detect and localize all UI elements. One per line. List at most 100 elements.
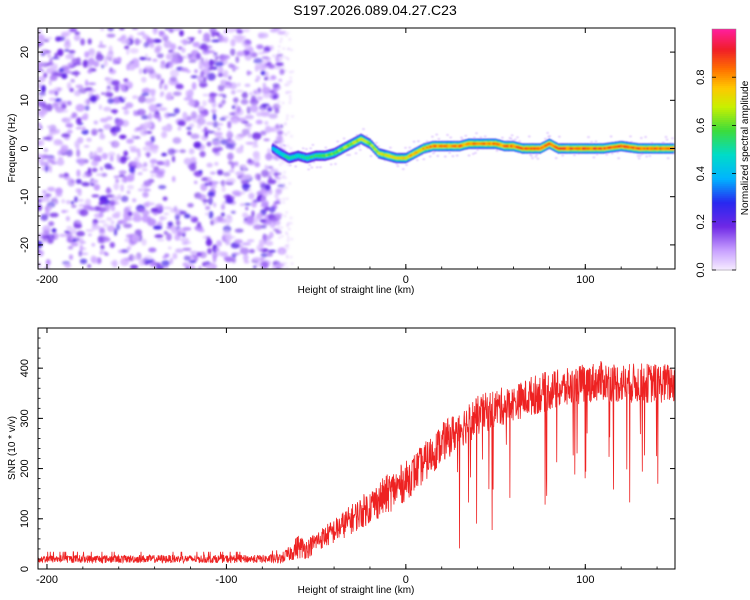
noise-blob (136, 32, 143, 36)
colorbar-cell (712, 223, 736, 227)
colorbar-strip (712, 29, 736, 271)
colorbar-cell (712, 215, 736, 219)
noise-blob (49, 165, 52, 173)
noise-blob (280, 56, 283, 59)
noise-blob (236, 50, 245, 57)
noise-blob (223, 256, 233, 262)
noise-blob (91, 128, 98, 136)
ridge-halo (307, 168, 311, 171)
noise-blob (121, 106, 128, 110)
noise-blob (38, 34, 45, 42)
noise-blob (253, 90, 258, 94)
noise-blob (186, 102, 195, 105)
noise-blob (228, 169, 235, 173)
noise-blob (286, 244, 289, 247)
noise-blob (223, 70, 229, 78)
noise-blob (49, 57, 53, 65)
noise-blob (285, 118, 289, 120)
noise-blob (252, 144, 259, 148)
noise-blob (250, 104, 259, 113)
noise-blob (118, 174, 125, 178)
noise-blob (275, 62, 284, 67)
noise-blob (143, 41, 149, 48)
noise-blob (109, 242, 116, 248)
noise-blob (113, 175, 120, 179)
snr-ticks: -200 -100 0 100 0 100 200 300 400 (19, 328, 675, 586)
noise-blob (284, 133, 288, 136)
noise-blob (260, 107, 265, 112)
noise-blob (38, 156, 43, 163)
noise-blob (264, 125, 272, 133)
noise-blob (273, 228, 279, 232)
noise-blob (247, 158, 252, 163)
noise-blob (241, 183, 251, 189)
noise-blob (66, 231, 73, 239)
ridge-halo (610, 152, 614, 155)
noise-blob (161, 131, 168, 139)
noise-blob (99, 117, 109, 123)
noise-blob (279, 249, 284, 254)
noise-blob (243, 203, 252, 206)
ridge-halo (448, 151, 452, 154)
noise-blob (244, 123, 253, 127)
noise-blob (126, 138, 134, 144)
noise-blob (101, 64, 105, 69)
ridge-halo (510, 134, 514, 137)
ridge-halo (311, 143, 315, 147)
noise-blob (272, 28, 282, 31)
noise-blob (68, 254, 74, 260)
colorbar-cell (712, 155, 736, 159)
noise-blob (267, 77, 273, 81)
noise-blob (188, 60, 197, 63)
noise-blob (253, 154, 261, 163)
noise-blob (75, 84, 84, 89)
colorbar-cell (712, 141, 736, 145)
noise-blob (269, 90, 275, 94)
noise-blob (84, 51, 90, 58)
noise-blob (57, 150, 62, 156)
colorbar-cell (712, 243, 736, 247)
noise-blob (190, 156, 197, 163)
noise-blob (221, 99, 226, 105)
ridge-halo (435, 133, 439, 136)
noise-blob (46, 259, 51, 265)
noise-blob (56, 158, 65, 166)
noise-blob (142, 188, 151, 192)
noise-blob (42, 136, 52, 140)
noise-blob (189, 57, 199, 61)
noise-blob (170, 51, 177, 55)
noise-blob (235, 239, 241, 245)
noise-blob (205, 75, 209, 80)
noise-blob (230, 48, 236, 56)
colorbar-cell (712, 187, 736, 191)
noise-blob (214, 61, 224, 67)
noise-blob (236, 89, 244, 93)
colorbar-tick-label: 0.0 (695, 262, 707, 277)
noise-blob (44, 193, 52, 197)
noise-blob (38, 82, 42, 89)
ridge-halo (405, 163, 409, 167)
noise-blob (267, 166, 274, 169)
noise-blob (94, 212, 103, 219)
noise-blob (129, 148, 138, 153)
noise-blob (46, 201, 56, 208)
colorbar-cell (712, 101, 736, 104)
noise-blob (137, 95, 146, 103)
colorbar-cell (712, 157, 736, 161)
noise-blob (275, 176, 282, 180)
noise-blob (241, 28, 251, 33)
noise-blob (230, 161, 235, 170)
noise-blob (204, 126, 208, 132)
colorbar-cell (712, 267, 736, 271)
colorbar-cell (712, 259, 736, 263)
snr-panel: -200 -100 0 100 0 100 200 300 400 Height of stra… (7, 327, 676, 596)
noise-blob (42, 190, 47, 194)
ridge-cell (375, 150, 379, 153)
noise-blob (68, 50, 76, 54)
colorbar-cell (712, 247, 736, 251)
noise-blob (112, 213, 121, 219)
ridge-halo (412, 140, 416, 143)
noise-blob (288, 101, 292, 104)
noise-blob (132, 255, 139, 261)
